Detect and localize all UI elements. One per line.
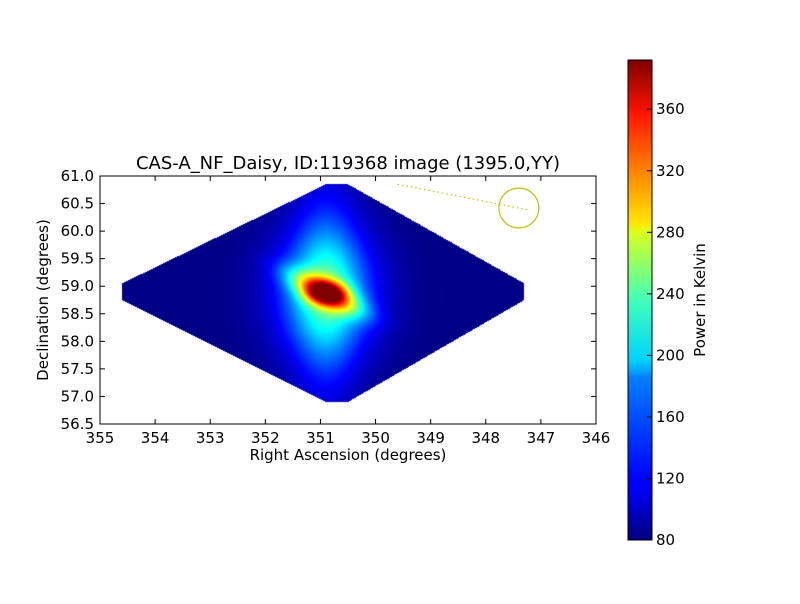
circle-overlay bbox=[498, 187, 540, 229]
y-tick-label: 60.0 bbox=[61, 222, 94, 240]
colorbar-tick-label: 280 bbox=[656, 223, 685, 241]
x-tick-label: 353 bbox=[196, 429, 225, 447]
x-tick-label: 349 bbox=[416, 429, 445, 447]
colorbar-tick-label: 320 bbox=[656, 162, 685, 180]
y-axis-ticks: 56.5 57.0 57.5 58.0 58.5 59.0 59.5 60.0 60.5 61.0 bbox=[61, 167, 596, 433]
y-tick-label: 57.5 bbox=[61, 360, 94, 378]
colorbar: 80 120 160 200 240 280 320 360 Power in Kelvin bbox=[627, 59, 709, 549]
x-axis-ticks: 355 354 353 352 351 350 349 348 347 346 bbox=[86, 176, 611, 447]
x-tick-label: 355 bbox=[86, 429, 115, 447]
y-tick-label: 59.5 bbox=[61, 250, 94, 268]
y-tick-label: 56.5 bbox=[61, 415, 94, 433]
colorbar-tick-label: 240 bbox=[656, 285, 685, 303]
colorbar-label: Power in Kelvin bbox=[691, 243, 709, 357]
x-axis-label: Right Ascension (degrees) bbox=[250, 446, 447, 464]
x-tick-label: 351 bbox=[306, 429, 335, 447]
colorbar-tick-label: 80 bbox=[656, 531, 675, 549]
y-tick-label: 61.0 bbox=[61, 167, 94, 185]
colorbar-ticks: 80 120 160 200 240 280 320 360 bbox=[647, 100, 685, 549]
y-axis-label: Declination (degrees) bbox=[34, 219, 52, 381]
chart-title: CAS-A_NF_Daisy, ID:119368 image (1395.0,… bbox=[136, 153, 560, 174]
colorbar-tick-label: 120 bbox=[656, 469, 685, 487]
y-tick-label: 59.0 bbox=[61, 277, 94, 295]
heatmap-image bbox=[100, 176, 596, 424]
colorbar-tick-label: 160 bbox=[656, 408, 685, 426]
y-tick-label: 60.5 bbox=[61, 195, 94, 213]
x-tick-label: 350 bbox=[361, 429, 390, 447]
y-tick-label: 58.5 bbox=[61, 305, 94, 323]
x-tick-label: 347 bbox=[527, 429, 556, 447]
x-tick-label: 354 bbox=[141, 429, 170, 447]
x-tick-label: 352 bbox=[251, 429, 280, 447]
colorbar-gradient bbox=[627, 59, 653, 541]
x-tick-label: 348 bbox=[471, 429, 500, 447]
y-tick-label: 58.0 bbox=[61, 332, 94, 350]
y-tick-label: 57.0 bbox=[61, 387, 94, 405]
colorbar-tick-label: 360 bbox=[656, 100, 685, 118]
plot-frame bbox=[99, 175, 597, 425]
heatmap-raster bbox=[100, 176, 596, 424]
x-tick-label: 346 bbox=[582, 429, 611, 447]
colorbar-tick-label: 200 bbox=[656, 346, 685, 364]
